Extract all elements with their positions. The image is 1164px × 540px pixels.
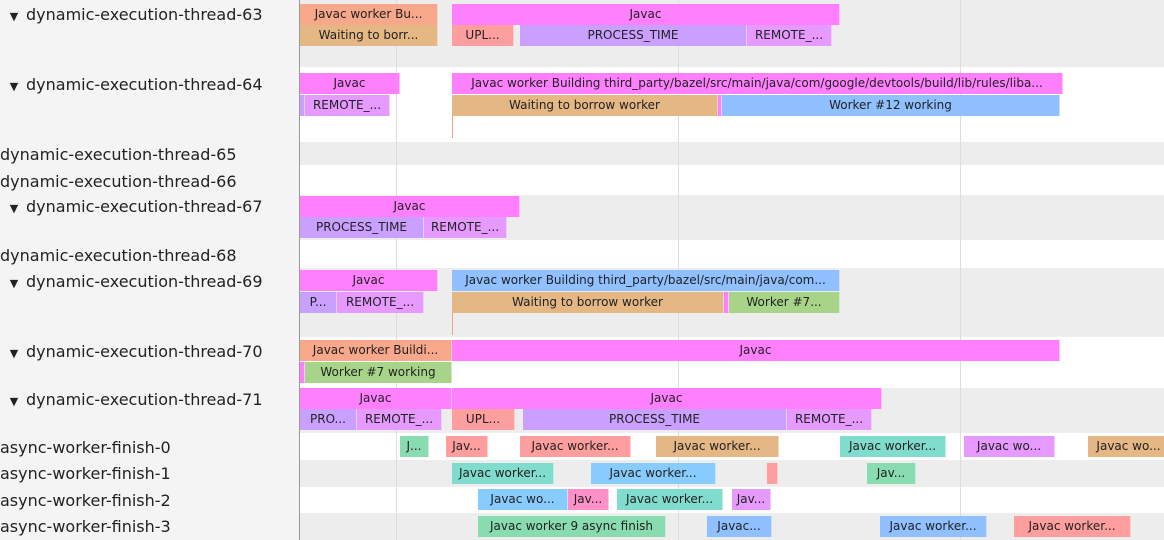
trace-slice[interactable]: Waiting to borrow worker xyxy=(452,95,718,116)
flow-marker xyxy=(452,116,453,138)
trace-slice[interactable]: Waiting to borrow worker xyxy=(452,292,724,313)
trace-slice[interactable]: REMOTE_... xyxy=(424,217,507,238)
track-label[interactable]: dynamic-execution-thread-65 xyxy=(0,145,237,165)
gridline xyxy=(960,0,961,540)
trace-slice[interactable]: Javac worker... xyxy=(840,436,946,457)
track-name: dynamic-execution-thread-68 xyxy=(0,246,237,265)
trace-slice[interactable] xyxy=(767,463,778,484)
track-label[interactable]: ▼ dynamic-execution-thread-67 xyxy=(0,197,263,219)
trace-slice[interactable]: Javac xyxy=(300,196,520,217)
trace-slice[interactable]: Javac wo... xyxy=(1088,436,1164,457)
trace-slice[interactable]: Javac worker... xyxy=(880,516,987,537)
collapse-chevron-icon[interactable]: ▼ xyxy=(9,277,19,290)
track-name: async-worker-finish-0 xyxy=(0,438,171,457)
flow-marker xyxy=(452,313,453,335)
trace-slice[interactable]: PROCESS_TIME xyxy=(520,25,747,46)
trace-slice[interactable]: Javac wo... xyxy=(478,489,568,510)
track-label[interactable]: ▼ dynamic-execution-thread-71 xyxy=(0,390,263,412)
track-labels-panel: ▼ dynamic-execution-thread-63 ▼ dynamic-exe… xyxy=(0,0,300,540)
track-label[interactable]: ▼ dynamic-execution-thread-63 xyxy=(0,5,263,27)
trace-slice[interactable]: P... xyxy=(300,292,337,313)
trace-slice[interactable]: Javac worker Buildi... xyxy=(300,340,452,361)
track-label[interactable]: ▼ dynamic-execution-thread-69 xyxy=(0,272,263,294)
trace-slice[interactable]: PROCESS_TIME xyxy=(523,409,787,430)
trace-slice[interactable]: Jav... xyxy=(446,436,488,457)
trace-slice[interactable]: Javac xyxy=(300,388,452,409)
collapse-chevron-icon[interactable]: ▼ xyxy=(9,202,19,215)
trace-slice[interactable]: REMOTE_... xyxy=(337,292,424,313)
track-name: dynamic-execution-thread-67 xyxy=(26,197,263,216)
track-label[interactable]: async-worker-finish-3 xyxy=(0,517,171,537)
trace-slice[interactable] xyxy=(724,292,729,313)
trace-slice[interactable]: Worker #7 working xyxy=(305,362,452,383)
trace-slice[interactable]: UPL... xyxy=(452,409,515,430)
track-label[interactable]: async-worker-finish-1 xyxy=(0,464,171,484)
trace-slice[interactable]: Javac xyxy=(452,4,840,25)
track-name: dynamic-execution-thread-64 xyxy=(26,75,263,94)
trace-slice[interactable]: Javac worker... xyxy=(520,436,631,457)
trace-slice[interactable]: Javac worker Bu... xyxy=(300,4,438,25)
trace-slice[interactable]: REMOTE_... xyxy=(787,409,872,430)
track-row[interactable] xyxy=(300,165,1164,195)
trace-slice[interactable]: Javac xyxy=(300,73,400,94)
track-label[interactable]: ▼ dynamic-execution-thread-70 xyxy=(0,342,263,364)
track-label[interactable]: async-worker-finish-2 xyxy=(0,491,171,511)
trace-slice[interactable]: Waiting to borr... xyxy=(300,25,438,46)
trace-slice[interactable]: Javac worker Building third_party/bazel/… xyxy=(452,270,840,291)
trace-slice[interactable]: Jav... xyxy=(867,463,916,484)
track-row[interactable] xyxy=(300,240,1164,268)
trace-slice[interactable]: Javac wo... xyxy=(964,436,1055,457)
track-label[interactable]: dynamic-execution-thread-68 xyxy=(0,246,237,266)
trace-slice[interactable]: UPL... xyxy=(452,25,514,46)
trace-slice[interactable]: REMOTE_... xyxy=(357,409,442,430)
trace-slice[interactable] xyxy=(300,362,305,383)
track-name: async-worker-finish-1 xyxy=(0,464,171,483)
collapse-chevron-icon[interactable]: ▼ xyxy=(9,10,19,23)
track-name: dynamic-execution-thread-65 xyxy=(0,145,237,164)
track-label[interactable]: async-worker-finish-0 xyxy=(0,438,171,458)
trace-slice[interactable]: Javac xyxy=(300,270,438,291)
collapse-chevron-icon[interactable]: ▼ xyxy=(9,347,19,360)
track-row[interactable] xyxy=(300,142,1164,165)
trace-slice[interactable]: Javac xyxy=(452,340,1060,361)
trace-slice[interactable] xyxy=(300,95,305,116)
track-name: dynamic-execution-thread-70 xyxy=(26,342,263,361)
trace-slice[interactable]: Javac... xyxy=(707,516,772,537)
trace-slice[interactable]: Jav... xyxy=(732,489,771,510)
trace-slice[interactable]: Worker #7... xyxy=(729,292,840,313)
trace-slice[interactable]: Javac worker 9 async finish xyxy=(478,516,666,537)
trace-slice[interactable]: Worker #12 working xyxy=(722,95,1060,116)
track-name: dynamic-execution-thread-71 xyxy=(26,390,263,409)
track-name: dynamic-execution-thread-66 xyxy=(0,172,237,191)
trace-slice[interactable]: Javac worker... xyxy=(452,463,554,484)
track-name: async-worker-finish-3 xyxy=(0,517,171,536)
trace-slice[interactable]: Javac xyxy=(452,388,882,409)
track-label[interactable]: ▼ dynamic-execution-thread-64 xyxy=(0,75,263,97)
trace-slice[interactable]: Jav... xyxy=(568,489,609,510)
trace-slice[interactable]: REMOTE_... xyxy=(305,95,390,116)
trace-slice[interactable]: Javac worker... xyxy=(1014,516,1131,537)
trace-slice[interactable]: PRO... xyxy=(300,409,357,430)
track-label[interactable]: dynamic-execution-thread-66 xyxy=(0,172,237,192)
trace-slice[interactable]: Javac worker Building third_party/bazel/… xyxy=(452,73,1063,94)
timeline-tracks[interactable]: Javac worker Bu... Javac Waiting to borr..… xyxy=(300,0,1164,540)
trace-slice[interactable] xyxy=(718,95,722,116)
trace-slice[interactable]: Javac worker... xyxy=(591,463,716,484)
track-row[interactable] xyxy=(300,460,1164,487)
track-name: async-worker-finish-2 xyxy=(0,491,171,510)
track-name: dynamic-execution-thread-63 xyxy=(26,5,263,24)
track-name: dynamic-execution-thread-69 xyxy=(26,272,263,291)
trace-slice[interactable]: REMOTE_... xyxy=(747,25,832,46)
collapse-chevron-icon[interactable]: ▼ xyxy=(9,395,19,408)
trace-slice[interactable]: Javac worker... xyxy=(656,436,779,457)
trace-slice[interactable]: J... xyxy=(400,436,429,457)
trace-slice[interactable]: Javac worker... xyxy=(617,489,723,510)
collapse-chevron-icon[interactable]: ▼ xyxy=(9,80,19,93)
trace-slice[interactable]: PROCESS_TIME xyxy=(300,217,424,238)
